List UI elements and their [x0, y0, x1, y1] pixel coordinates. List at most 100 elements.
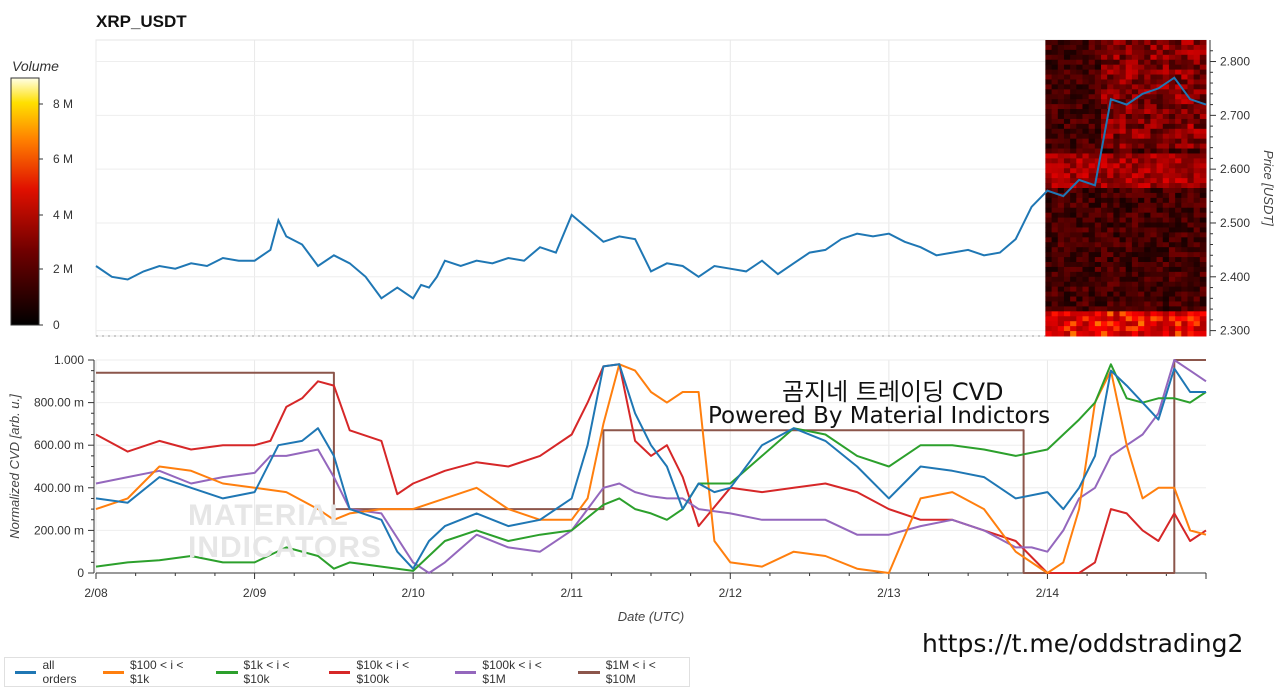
heatmap-cell	[1051, 104, 1059, 110]
legend-item[interactable]: $10k < i < $100k	[329, 658, 443, 686]
heatmap-cell	[1057, 266, 1065, 273]
heatmap-cell	[1094, 252, 1102, 258]
heatmap-cell	[1150, 291, 1158, 298]
heatmap-cell	[1144, 54, 1151, 61]
heatmap-cell	[1063, 331, 1071, 337]
heatmap-cell	[1187, 222, 1195, 228]
heatmap-cell	[1119, 257, 1127, 263]
heatmap-cell	[1088, 99, 1096, 105]
heatmap-cell	[1125, 40, 1133, 46]
heatmap-cell	[1138, 114, 1145, 120]
heatmap-cell	[1088, 148, 1096, 154]
heatmap-cell	[1150, 94, 1158, 100]
heatmap-cell	[1107, 143, 1114, 150]
heatmap-cell	[1125, 54, 1133, 61]
heatmap-cell	[1113, 227, 1121, 233]
heatmap-cell	[1187, 306, 1195, 312]
heatmap-cell	[1181, 321, 1188, 327]
heatmap-cell	[1156, 74, 1164, 80]
heatmap-cell	[1119, 212, 1127, 219]
heatmap-cell	[1199, 163, 1207, 169]
heatmap-cell	[1107, 118, 1114, 125]
heatmap-cell	[1175, 59, 1182, 66]
heatmap-cell	[1082, 84, 1090, 90]
heatmap-cell	[1150, 64, 1158, 71]
legend-item[interactable]: $100k < i < $1M	[454, 658, 566, 686]
watermark-line1: MATERIAL	[188, 499, 349, 532]
heatmap-cell	[1187, 168, 1195, 174]
heatmap-cell	[1070, 114, 1077, 120]
heatmap-cell	[1131, 133, 1139, 140]
heatmap-cell	[1168, 74, 1176, 80]
heatmap-cell	[1175, 168, 1182, 174]
heatmap-cell	[1051, 109, 1059, 115]
heatmap-cell	[1051, 79, 1059, 85]
legend-item[interactable]: all orders	[15, 658, 91, 686]
heatmap-cell	[1063, 74, 1071, 80]
heatmap-cell	[1162, 257, 1170, 263]
heatmap-cell	[1168, 79, 1176, 85]
heatmap-cell	[1088, 192, 1096, 199]
heatmap-cell	[1057, 281, 1065, 288]
heatmap-cell	[1107, 237, 1114, 243]
heatmap-cell	[1057, 79, 1065, 85]
heatmap-cell	[1187, 178, 1195, 184]
heatmap-cell	[1199, 79, 1207, 85]
heatmap-cell	[1131, 321, 1139, 327]
cvd-x-tick-label: 2/08	[84, 586, 108, 600]
heatmap-cell	[1113, 143, 1121, 150]
heatmap-cell	[1119, 153, 1127, 159]
heatmap-cell	[1175, 222, 1182, 228]
price-plot-area	[95, 39, 1207, 337]
heatmap-cell	[1162, 247, 1170, 253]
heatmap-cell	[1162, 143, 1170, 150]
heatmap-cell	[1181, 271, 1188, 278]
heatmap-cell	[1156, 104, 1164, 110]
heatmap-cell	[1070, 168, 1077, 174]
heatmap-cell	[1131, 281, 1139, 288]
heatmap-cell	[1193, 163, 1201, 169]
heatmap-cell	[1131, 158, 1139, 164]
heatmap-cell	[1076, 163, 1083, 169]
heatmap-cell	[1119, 158, 1127, 164]
heatmap-cell	[1070, 49, 1077, 56]
heatmap-cell	[1144, 104, 1151, 110]
heatmap-cell	[1063, 99, 1071, 105]
heatmap-cell	[1144, 49, 1151, 56]
legend-item[interactable]: $1k < i < $10k	[216, 658, 317, 686]
heatmap-cell	[1162, 178, 1170, 184]
heatmap-cell	[1076, 128, 1083, 135]
heatmap-cell	[1125, 252, 1133, 258]
heatmap-cell	[1181, 158, 1188, 164]
heatmap-cell	[1144, 306, 1151, 312]
heatmap-cell	[1113, 192, 1121, 199]
heatmap-cell	[1051, 128, 1059, 135]
heatmap-cell	[1181, 79, 1188, 85]
heatmap-cell	[1199, 247, 1207, 253]
heatmap-cell	[1150, 59, 1158, 66]
heatmap-cell	[1113, 118, 1121, 125]
heatmap-cell	[1162, 183, 1170, 189]
heatmap-cell	[1101, 202, 1108, 209]
heatmap-cell	[1057, 306, 1065, 312]
heatmap-cell	[1063, 163, 1071, 169]
heatmap-cell	[1138, 188, 1145, 194]
heatmap-cell	[1150, 148, 1158, 154]
heatmap-cell	[1156, 227, 1164, 233]
heatmap-cell	[1187, 266, 1195, 273]
heatmap-cell	[1150, 74, 1158, 80]
legend-item[interactable]: $1M < i < $10M	[578, 658, 687, 686]
heatmap-cell	[1144, 74, 1151, 80]
heatmap-cell	[1070, 217, 1077, 224]
heatmap-cell	[1045, 153, 1053, 159]
heatmap-cell	[1150, 227, 1158, 233]
heatmap-cell	[1150, 178, 1158, 184]
heatmap-cell	[1119, 202, 1127, 209]
heatmap-cell	[1199, 296, 1207, 302]
legend-item[interactable]: $100 < i < $1k	[102, 658, 205, 686]
heatmap-cell	[1193, 281, 1201, 288]
heatmap-cell	[1101, 192, 1108, 199]
heatmap-cell	[1175, 64, 1182, 71]
heatmap-cell	[1193, 247, 1201, 253]
heatmap-cell	[1076, 158, 1083, 164]
